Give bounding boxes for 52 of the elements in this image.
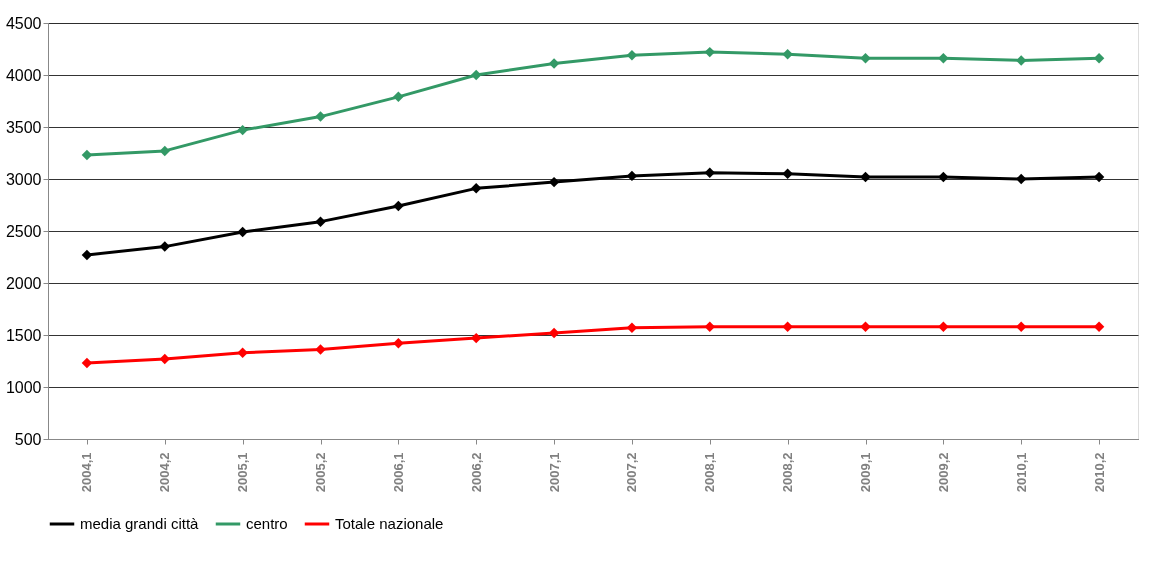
y-tick-label: 2500 [5,222,42,240]
point [860,53,871,64]
y-tick-label: 1500 [5,326,42,344]
point [470,183,482,194]
point [159,145,171,157]
x-tick-label: 2005,2 [313,452,328,493]
y-tick-label: 3000 [5,170,42,188]
x-tick-label: 2004,2 [157,452,173,493]
point [626,50,638,61]
x-tick-label: 2007,2 [624,452,640,493]
point [237,124,248,136]
point [860,171,871,183]
point [237,347,248,358]
point [237,226,248,238]
x-tick-label: 2006,2 [468,452,484,493]
y-tick-label: 3500 [5,118,42,136]
legend-label: centro [246,515,288,532]
x-tick-label: 2009,2 [935,452,951,493]
x-tick-label: 2008,1 [702,452,718,493]
x-tick-label: 2009,1 [858,452,873,493]
point [938,171,949,183]
point [393,200,404,212]
point [159,241,171,252]
y-tick-label: 1000 [5,378,42,396]
point [860,321,871,332]
point [938,53,949,64]
point [938,321,949,332]
x-tick-label: 2007,1 [546,452,562,493]
point [782,168,793,180]
y-tick-label: 4000 [5,66,42,84]
point [393,91,404,103]
point [548,58,560,69]
point [393,338,404,349]
x-tick-label: 2010,1 [1013,452,1029,493]
point [1015,55,1027,66]
point [782,321,793,332]
x-tick-label: 2005,1 [235,452,251,493]
legend-label: media grandi città [80,515,200,532]
x-tick-label: 2008,2 [780,452,796,493]
point [315,216,326,227]
point [470,69,482,81]
point [315,111,326,122]
point [782,48,793,60]
x-tick-label: 2010,2 [1091,452,1107,493]
x-tick-label: 2004,1 [79,452,95,493]
y-tick-label: 500 [14,430,42,448]
x-tick-label: 2006,1 [390,452,406,493]
point [1093,321,1105,332]
y-tick-label: 2000 [5,274,42,292]
point [315,344,326,355]
y-tick-label: 4500 [5,14,42,32]
legend-label: Totale nazionale [335,515,444,532]
